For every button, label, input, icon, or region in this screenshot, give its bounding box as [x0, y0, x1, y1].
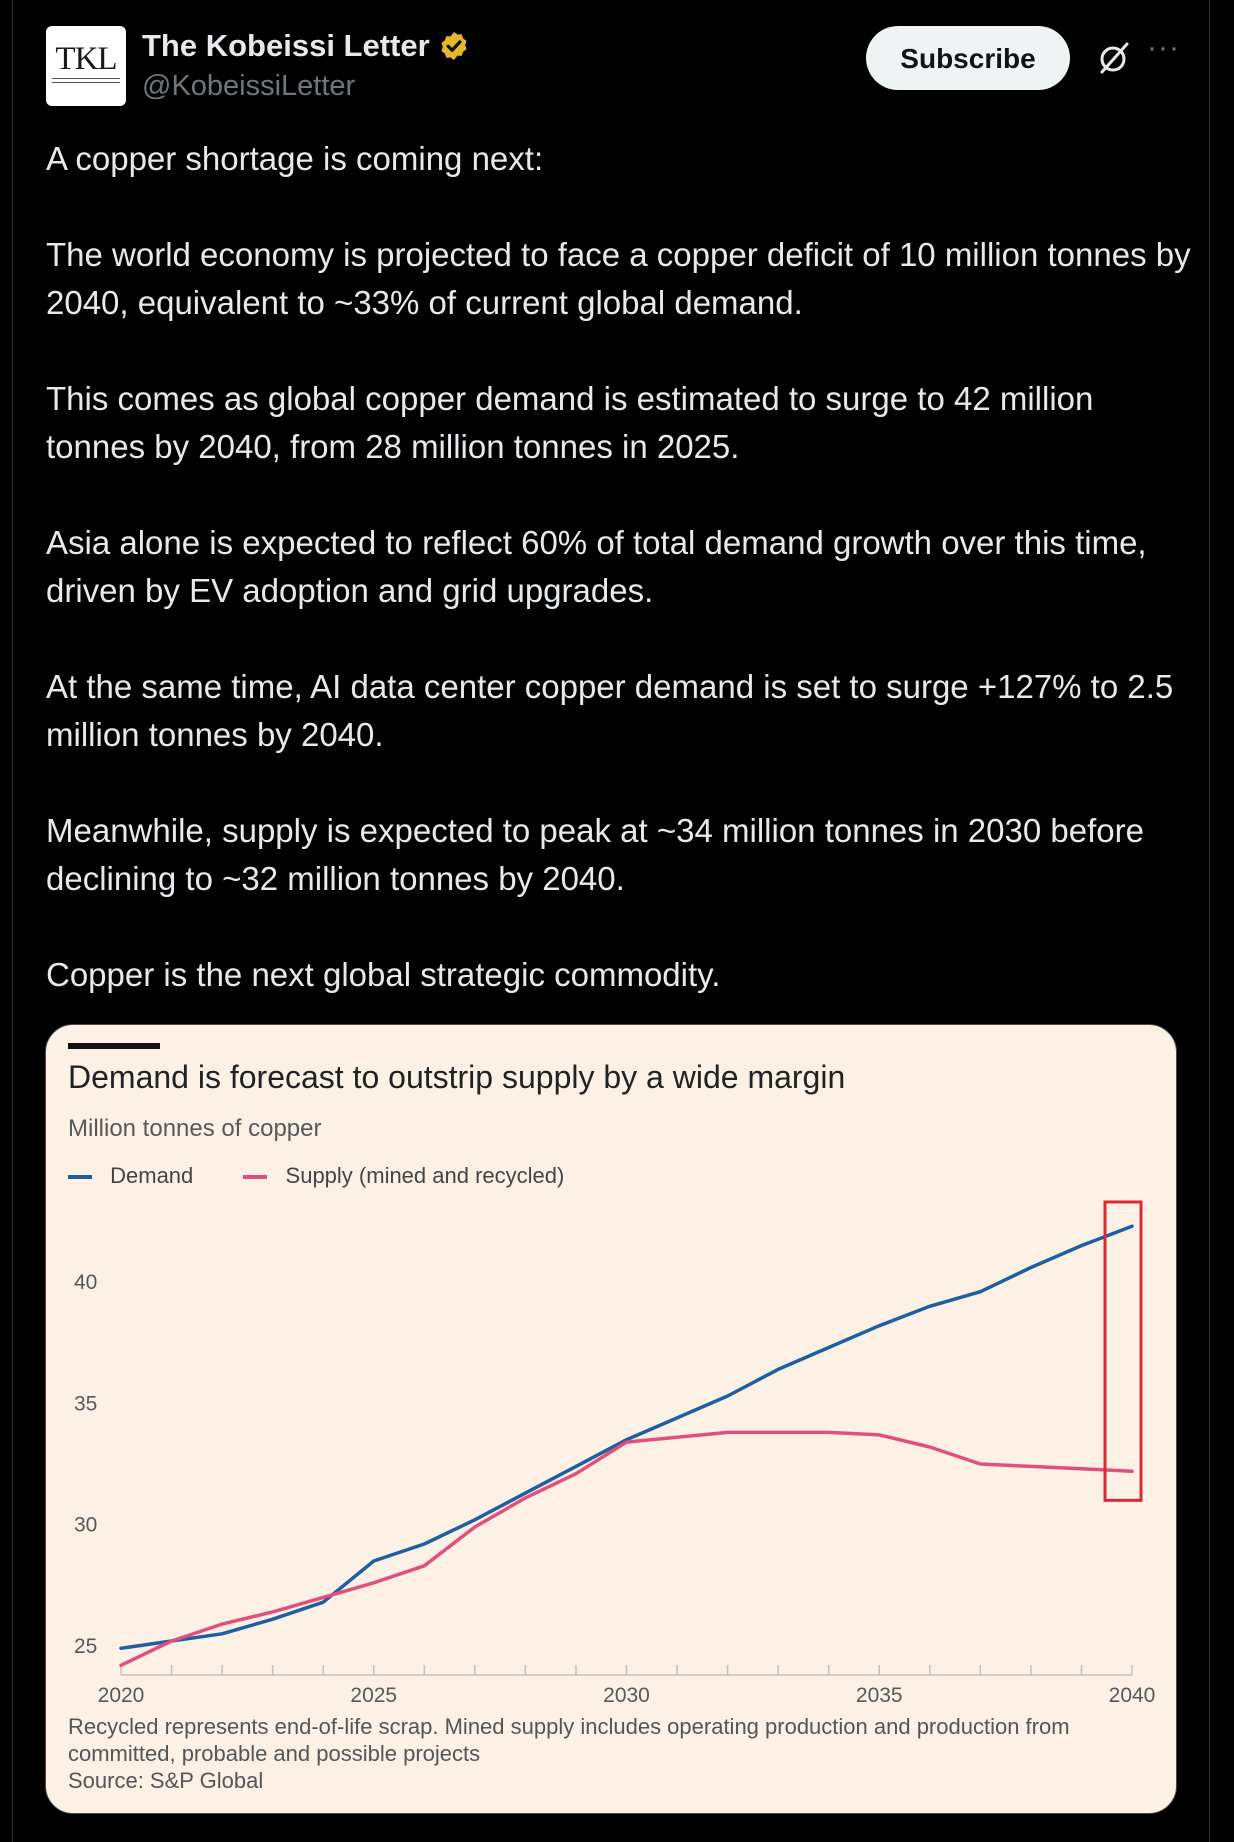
chart-title-rule: [68, 1043, 160, 1049]
tweet-paragraph: Asia alone is expected to reflect 60% of…: [46, 524, 1147, 609]
tweet-paragraph: Copper is the next global strategic comm…: [46, 956, 721, 993]
tweet-paragraph: Meanwhile, supply is expected to peak at…: [46, 812, 1144, 897]
y-tick-label: 35: [74, 1392, 97, 1415]
y-tick-label: 25: [74, 1635, 97, 1658]
supply-series-line: [119, 1430, 1134, 1668]
avatar[interactable]: TKL: [46, 26, 126, 106]
legend-swatch-supply: [243, 1175, 268, 1180]
line-chart: 2020 2025 2030 2035 2040 25 30 35 40: [74, 1200, 1156, 1707]
author-block: The Kobeissi Letter @KobeissiLetter: [142, 28, 470, 103]
post-header: TKL The Kobeissi Letter @KobeissiLetter …: [13, 0, 1209, 120]
x-tick-label: 2035: [856, 1684, 903, 1707]
avatar-logo-rule: [52, 78, 120, 83]
chart-note: Recycled represents end-of-life scrap. M…: [68, 1714, 1070, 1766]
x-tick-label: 2040: [1109, 1684, 1156, 1707]
demand-series-line: [119, 1224, 1134, 1651]
y-tick-label: 40: [74, 1271, 97, 1294]
legend-item-demand: Demand: [68, 1163, 193, 1189]
tweet-text: A copper shortage is coming next: The wo…: [46, 135, 1196, 1047]
chart-subtitle: Million tonnes of copper: [68, 1115, 322, 1142]
chart-source: Source: S&P Global: [68, 1768, 264, 1793]
tweet-paragraph: A copper shortage is coming next:: [46, 140, 544, 177]
subscribe-button[interactable]: Subscribe: [866, 26, 1070, 90]
author-handle[interactable]: @KobeissiLetter: [142, 70, 356, 102]
tweet-paragraph: This comes as global copper demand is es…: [46, 380, 1094, 465]
chart-legend: Demand Supply (mined and recycled): [68, 1163, 608, 1189]
x-tick-label: 2030: [603, 1684, 650, 1707]
chart-notes: Recycled represents end-of-life scrap. M…: [68, 1713, 1148, 1794]
legend-item-supply: Supply (mined and recycled): [243, 1163, 564, 1189]
avatar-logo: TKL: [55, 41, 117, 77]
legend-label-demand: Demand: [110, 1163, 194, 1188]
more-options-icon[interactable]: ···: [1147, 31, 1180, 64]
chart-title: Demand is forecast to outstrip supply by…: [68, 1059, 846, 1095]
tweet-paragraph: The world economy is projected to face a…: [46, 236, 1191, 321]
x-tick-label: 2025: [350, 1684, 397, 1707]
verified-badge-icon[interactable]: [438, 30, 470, 62]
legend-label-supply: Supply (mined and recycled): [285, 1163, 565, 1188]
legend-swatch-demand: [68, 1175, 92, 1180]
tweet-paragraph: At the same time, AI data center copper …: [46, 668, 1174, 753]
y-tick-label: 30: [74, 1514, 97, 1537]
post: TKL The Kobeissi Letter @KobeissiLetter …: [12, 0, 1210, 1842]
grok-icon[interactable]: [1094, 38, 1134, 78]
x-tick-label: 2020: [98, 1684, 145, 1707]
highlight-box-2040: [1103, 1200, 1143, 1502]
author-name[interactable]: The Kobeissi Letter: [142, 28, 430, 63]
chart-image[interactable]: Demand is forecast to outstrip supply by…: [45, 1024, 1177, 1814]
